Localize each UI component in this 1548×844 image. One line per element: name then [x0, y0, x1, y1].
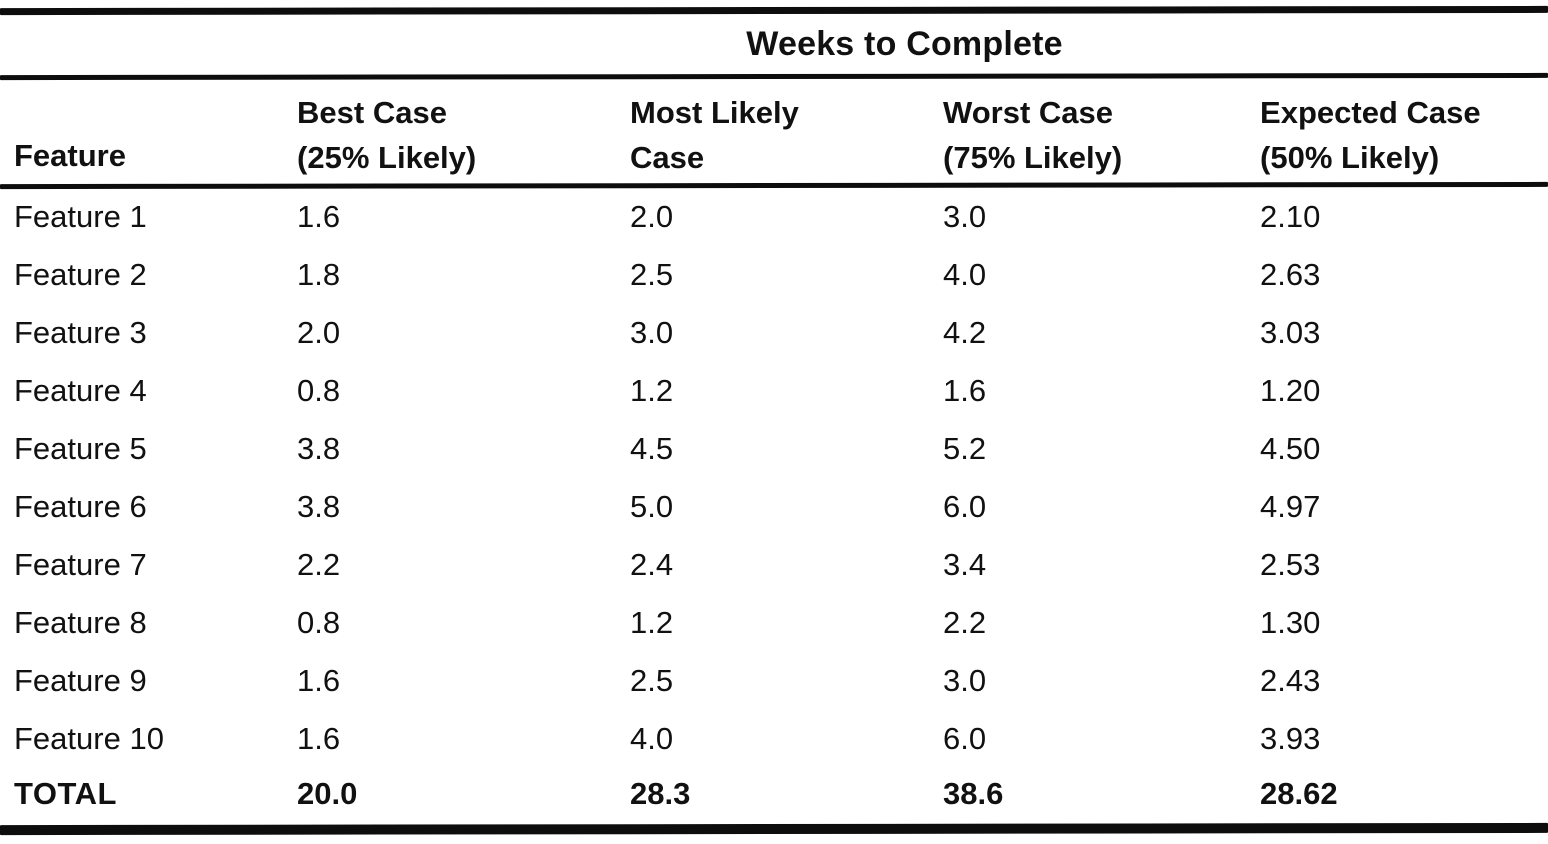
most-likely-value: 1.2: [630, 373, 674, 408]
total-most-likely-value: 28.3: [630, 776, 691, 811]
table-row: Feature 10 1.6 4.0 6.0 3.93: [0, 710, 1548, 768]
worst-case-value: 3.0: [943, 199, 987, 234]
most-likely-value: 2.5: [630, 257, 674, 292]
feature-label: Feature 5: [14, 431, 147, 466]
best-case-value: 3.8: [297, 489, 341, 524]
table-row: Feature 2 1.8 2.5 4.0 2.63: [0, 246, 1548, 304]
expected-case-value: 4.97: [1260, 489, 1321, 524]
best-case-value: 2.0: [297, 315, 341, 350]
feature-label: Feature 3: [14, 315, 147, 350]
expected-case-value: 3.03: [1260, 315, 1321, 350]
column-header-expected-case: Expected Case (50% Likely): [1260, 79, 1548, 183]
column-header-line: Most Likely: [630, 95, 799, 130]
best-case-value: 0.8: [297, 373, 341, 408]
column-header-line: (50% Likely): [1260, 140, 1440, 175]
table-row: Feature 9 1.6 2.5 3.0 2.43: [0, 652, 1548, 710]
worst-case-value: 3.4: [943, 547, 987, 582]
worst-case-value: 6.0: [943, 489, 987, 524]
table-total-row: TOTAL 20.0 28.3 38.6 28.62: [0, 768, 1548, 824]
table-title: Weeks to Complete: [746, 24, 1063, 63]
column-header-line: (25% Likely): [297, 140, 477, 175]
total-expected-case-value: 28.62: [1260, 776, 1338, 811]
expected-case-value: 2.63: [1260, 257, 1321, 292]
best-case-value: 1.6: [297, 663, 341, 698]
expected-case-value: 1.30: [1260, 605, 1321, 640]
table-bottom-rule: [0, 822, 1548, 836]
expected-case-value: 4.50: [1260, 431, 1321, 466]
scanned-table-page: Weeks to Complete Feature Best Case (25%…: [0, 5, 1548, 844]
expected-case-value: 2.43: [1260, 663, 1321, 698]
table-body: Feature 1 1.6 2.0 3.0 2.10 Feature 2 1.8…: [0, 188, 1548, 824]
table-title-band: Weeks to Complete: [0, 14, 1548, 74]
total-label: TOTAL: [14, 776, 117, 811]
worst-case-value: 6.0: [943, 721, 987, 756]
expected-case-value: 2.53: [1260, 547, 1321, 582]
table-row: Feature 8 0.8 1.2 2.2 1.30: [0, 594, 1548, 652]
expected-case-value: 2.10: [1260, 199, 1321, 234]
best-case-value: 1.6: [297, 721, 341, 756]
total-best-case-value: 20.0: [297, 776, 358, 811]
expected-case-value: 3.93: [1260, 721, 1321, 756]
column-header-most-likely: Most Likely Case: [630, 79, 943, 183]
worst-case-value: 3.0: [943, 663, 987, 698]
table-header-row: Feature Best Case (25% Likely) Most Like…: [0, 79, 1548, 183]
worst-case-value: 2.2: [943, 605, 987, 640]
table-row: Feature 7 2.2 2.4 3.4 2.53: [0, 536, 1548, 594]
total-worst-case-value: 38.6: [943, 776, 1004, 811]
feature-label: Feature 1: [14, 199, 147, 234]
expected-case-value: 1.20: [1260, 373, 1321, 408]
table-row: Feature 5 3.8 4.5 5.2 4.50: [0, 420, 1548, 478]
feature-label: Feature 4: [14, 373, 147, 408]
table-row: Feature 1 1.6 2.0 3.0 2.10: [0, 188, 1548, 246]
most-likely-value: 2.0: [630, 199, 674, 234]
most-likely-value: 5.0: [630, 489, 674, 524]
most-likely-value: 1.2: [630, 605, 674, 640]
column-header-worst-case: Worst Case (75% Likely): [943, 79, 1260, 183]
column-header-best-case: Best Case (25% Likely): [297, 79, 630, 183]
best-case-value: 2.2: [297, 547, 341, 582]
feature-label: Feature 8: [14, 605, 147, 640]
column-header-line: (75% Likely): [943, 140, 1123, 175]
column-header-feature: Feature: [14, 138, 126, 173]
most-likely-value: 4.5: [630, 431, 674, 466]
best-case-value: 0.8: [297, 605, 341, 640]
table-row: Feature 6 3.8 5.0 6.0 4.97: [0, 478, 1548, 536]
most-likely-value: 4.0: [630, 721, 674, 756]
feature-label: Feature 10: [14, 721, 164, 756]
column-header-line: Expected Case: [1260, 95, 1481, 130]
column-header-line: Case: [630, 140, 705, 175]
table-row: Feature 4 0.8 1.2 1.6 1.20: [0, 362, 1548, 420]
most-likely-value: 3.0: [630, 315, 674, 350]
column-header-line: Worst Case: [943, 95, 1114, 130]
most-likely-value: 2.5: [630, 663, 674, 698]
feature-label: Feature 2: [14, 257, 147, 292]
worst-case-value: 4.0: [943, 257, 987, 292]
worst-case-value: 4.2: [943, 315, 987, 350]
best-case-value: 3.8: [297, 431, 341, 466]
feature-label: Feature 6: [14, 489, 147, 524]
best-case-value: 1.8: [297, 257, 341, 292]
worst-case-value: 5.2: [943, 431, 987, 466]
feature-label: Feature 7: [14, 547, 147, 582]
worst-case-value: 1.6: [943, 373, 987, 408]
feature-label: Feature 9: [14, 663, 147, 698]
column-header-line: Best Case: [297, 95, 447, 130]
most-likely-value: 2.4: [630, 547, 674, 582]
table-row: Feature 3 2.0 3.0 4.2 3.03: [0, 304, 1548, 362]
best-case-value: 1.6: [297, 199, 341, 234]
